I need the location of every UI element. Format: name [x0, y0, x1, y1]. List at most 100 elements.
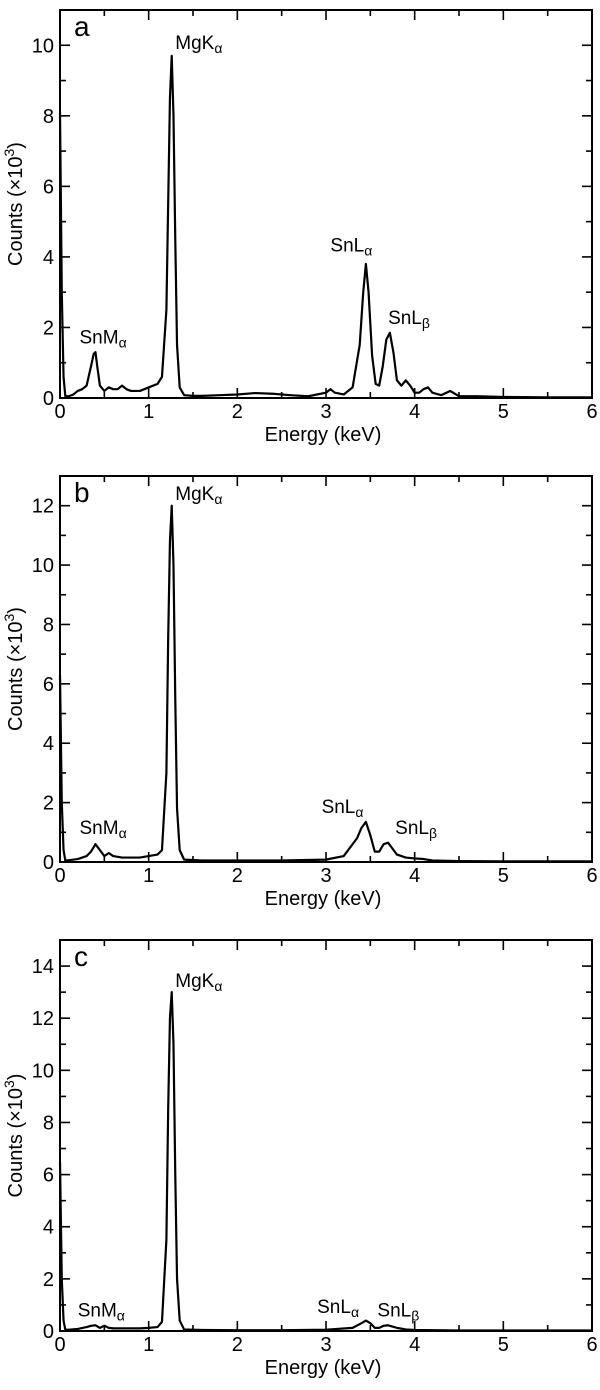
y-axis-title-main: Counts (×10: [5, 156, 27, 266]
y-axis-title-close: ): [5, 142, 27, 149]
y-tick-label: 10: [32, 1060, 54, 1082]
y-axis-title-close: ): [5, 607, 27, 614]
y-axis-title-main: Counts (×10: [5, 621, 27, 731]
y-tick-label: 6: [43, 176, 54, 198]
y-tick-label: 6: [43, 674, 54, 696]
y-axis-title-exponent: 3: [1, 613, 17, 621]
x-tick-label: 0: [54, 865, 65, 887]
y-tick-label: 12: [32, 496, 54, 518]
x-tick-label: 0: [54, 401, 65, 423]
peak-label-line: α: [119, 825, 127, 841]
peak-label: SnLα: [317, 1297, 359, 1320]
y-tick-label: 0: [43, 852, 54, 874]
y-tick-label: 14: [32, 956, 54, 978]
x-tick-label: 3: [320, 865, 331, 887]
x-tick-label: 4: [409, 1334, 420, 1356]
peak-label-line: α: [355, 804, 363, 820]
y-tick-label: 0: [43, 1321, 54, 1343]
panel-letter: c: [74, 941, 88, 972]
x-tick-label: 3: [320, 401, 331, 423]
y-tick-label: 10: [32, 35, 54, 57]
peak-label-line: β: [422, 315, 430, 331]
peak-label-element: SnM: [80, 818, 119, 839]
y-axis-title-exponent: 3: [1, 1080, 17, 1088]
peak-label-element: MgK: [175, 971, 214, 992]
x-tick-label: 2: [232, 865, 243, 887]
x-tick-label: 1: [143, 401, 154, 423]
spectrum-line: [58, 54, 592, 399]
peak-label-element: SnL: [395, 818, 429, 839]
peak-label-line: α: [119, 334, 127, 350]
peak-label-element: SnL: [322, 797, 356, 818]
peak-label: SnMα: [80, 818, 127, 841]
peak-label-element: SnL: [377, 1301, 411, 1322]
y-axis-title-main: Counts (×10: [5, 1088, 27, 1198]
y-tick-label: 10: [32, 555, 54, 577]
x-tick-label: 5: [498, 865, 509, 887]
panel-letter: b: [74, 477, 90, 508]
y-axis-title-exponent: 3: [1, 148, 17, 156]
peak-label-line: α: [364, 243, 372, 259]
peak-label-line: α: [117, 1308, 125, 1324]
y-tick-label: 4: [43, 1217, 54, 1239]
x-tick-label: 6: [586, 865, 597, 887]
peak-label-element: SnL: [388, 308, 422, 329]
y-tick-label: 8: [43, 1112, 54, 1134]
peak-label: SnLα: [330, 236, 372, 259]
x-tick-label: 3: [320, 1334, 331, 1356]
x-axis-title: Energy (keV): [265, 424, 382, 446]
y-tick-label: 4: [43, 733, 54, 755]
y-tick-label: 4: [43, 247, 54, 269]
y-tick-label: 2: [43, 793, 54, 815]
peak-label-element: SnL: [330, 236, 364, 257]
x-tick-label: 5: [498, 401, 509, 423]
peak-label: SnLα: [322, 797, 364, 820]
peak-label: SnLβ: [377, 1301, 419, 1324]
x-tick-label: 1: [143, 1334, 154, 1356]
peak-label: MgKα: [175, 971, 222, 994]
y-tick-label: 6: [43, 1165, 54, 1187]
x-tick-label: 6: [586, 401, 597, 423]
y-tick-label: 8: [43, 106, 54, 128]
x-tick-label: 4: [409, 865, 420, 887]
x-tick-label: 2: [232, 1334, 243, 1356]
peak-label-line: α: [351, 1304, 359, 1320]
peak-label-line: α: [214, 40, 222, 56]
y-tick-label: 12: [32, 1008, 54, 1030]
x-tick-label: 6: [586, 1334, 597, 1356]
x-tick-label: 1: [143, 865, 154, 887]
y-axis-title-close: ): [5, 1074, 27, 1081]
peak-label-line: β: [429, 825, 437, 841]
y-tick-label: 0: [43, 388, 54, 410]
peak-label-line: α: [214, 491, 222, 507]
x-tick-label: 2: [232, 401, 243, 423]
peak-label-line: β: [411, 1308, 419, 1324]
y-tick-label: 8: [43, 614, 54, 636]
spectrum-line: [58, 991, 592, 1332]
plot-frame: [59, 9, 593, 399]
peak-label-element: SnL: [317, 1297, 351, 1318]
panel-letter: a: [74, 11, 90, 42]
peak-label-element: SnM: [78, 1301, 117, 1322]
y-axis-title: Counts (×103): [1, 142, 27, 266]
x-tick-label: 5: [498, 1334, 509, 1356]
y-axis-title: Counts (×103): [1, 607, 27, 731]
spectrum-line: [58, 504, 592, 863]
peak-label: MgKα: [175, 484, 222, 507]
x-tick-label: 0: [54, 1334, 65, 1356]
plot-frame: [59, 939, 593, 1332]
peak-label: SnLβ: [388, 308, 430, 331]
peak-label-element: MgK: [175, 484, 214, 505]
peak-label: SnLβ: [395, 818, 437, 841]
x-axis-title: Energy (keV): [265, 1357, 382, 1379]
x-tick-label: 4: [409, 401, 420, 423]
peak-label-element: SnM: [80, 327, 119, 348]
peak-label: SnMα: [78, 1301, 125, 1324]
peak-label-element: MgK: [175, 33, 214, 54]
x-axis-title: Energy (keV): [265, 888, 382, 910]
peak-label: MgKα: [175, 33, 222, 56]
